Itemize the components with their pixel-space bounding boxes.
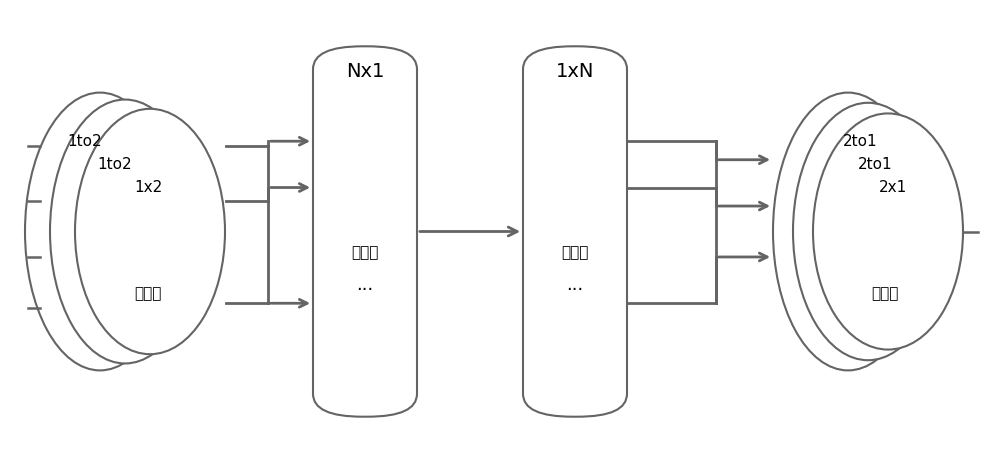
Text: 分路器: 分路器 xyxy=(561,245,589,260)
Ellipse shape xyxy=(793,103,943,360)
Text: 1to2: 1to2 xyxy=(68,134,102,149)
Text: 合路器: 合路器 xyxy=(351,245,379,260)
FancyBboxPatch shape xyxy=(523,46,627,417)
Ellipse shape xyxy=(773,93,923,370)
Text: 1xN: 1xN xyxy=(556,62,594,81)
Text: 合路器: 合路器 xyxy=(871,287,899,301)
Text: 1to2: 1to2 xyxy=(98,157,132,172)
Text: ...: ... xyxy=(356,276,374,294)
FancyBboxPatch shape xyxy=(313,46,417,417)
Text: 1x2: 1x2 xyxy=(134,180,162,195)
Text: 2x1: 2x1 xyxy=(879,180,907,195)
Text: Nx1: Nx1 xyxy=(346,62,384,81)
Ellipse shape xyxy=(75,109,225,354)
Ellipse shape xyxy=(50,100,200,363)
Ellipse shape xyxy=(813,113,963,350)
Text: ...: ... xyxy=(566,276,584,294)
Text: 2to1: 2to1 xyxy=(858,157,892,172)
Ellipse shape xyxy=(25,93,175,370)
Text: 分路器: 分路器 xyxy=(134,287,162,301)
Text: 2to1: 2to1 xyxy=(843,134,877,149)
